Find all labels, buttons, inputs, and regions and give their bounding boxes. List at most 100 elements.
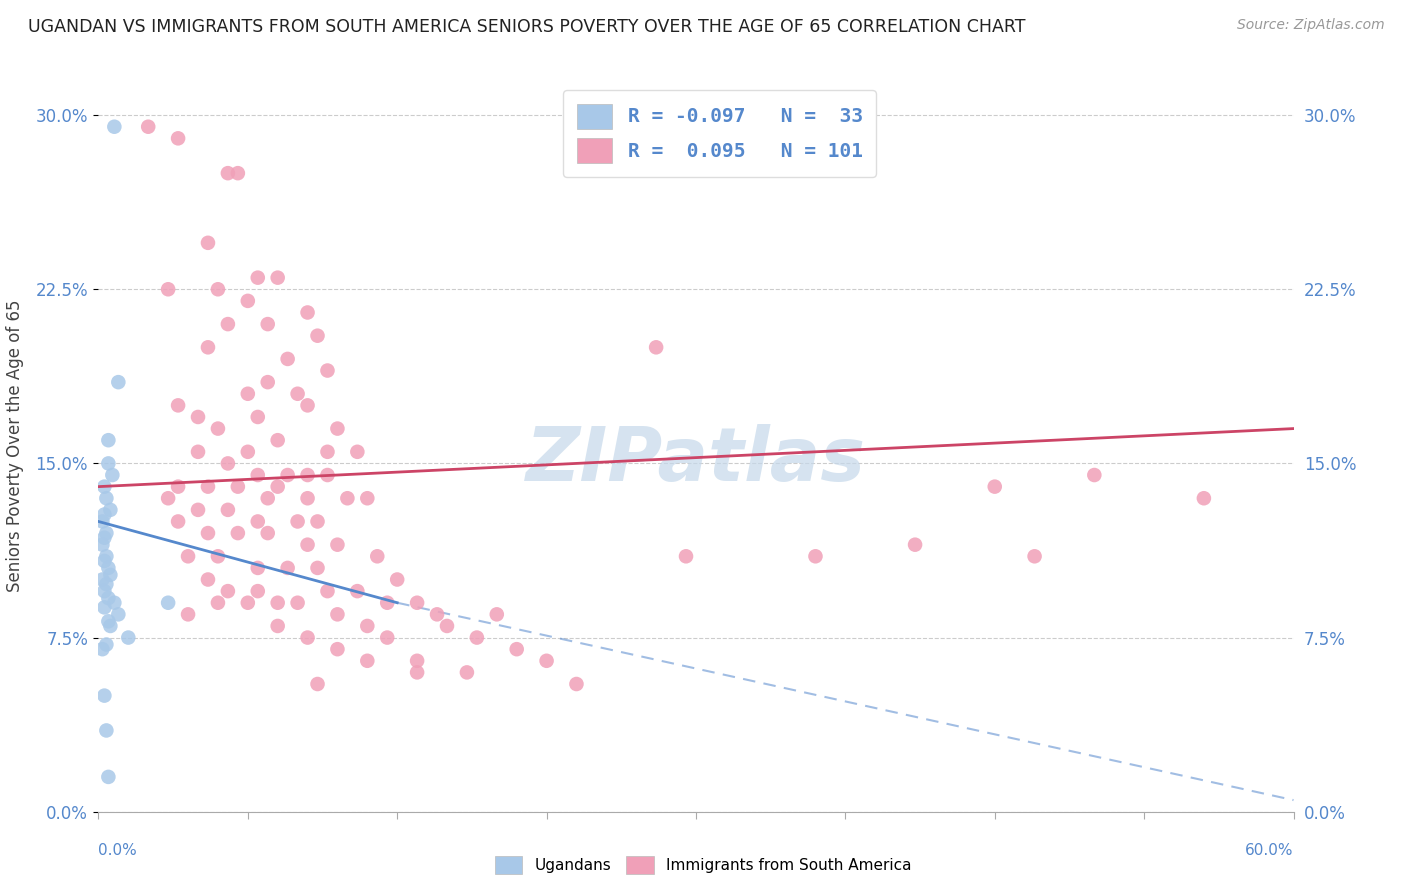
Point xyxy=(93,689,115,703)
Point xyxy=(103,120,125,134)
Point xyxy=(297,491,319,506)
Point xyxy=(804,549,827,564)
Point xyxy=(406,654,429,668)
Point xyxy=(287,386,309,401)
Point xyxy=(565,677,588,691)
Point xyxy=(406,665,429,680)
Point xyxy=(246,515,269,529)
Point xyxy=(107,375,129,389)
Point xyxy=(136,120,159,134)
Point xyxy=(157,282,180,296)
Point xyxy=(217,503,239,517)
Point xyxy=(297,631,319,645)
Point xyxy=(93,480,115,494)
Point xyxy=(157,596,180,610)
Y-axis label: Seniors Poverty Over the Age of 65: Seniors Poverty Over the Age of 65 xyxy=(6,300,24,592)
Point xyxy=(256,491,278,506)
Point xyxy=(98,567,122,582)
Point xyxy=(197,340,219,354)
Point xyxy=(246,409,269,424)
Point xyxy=(256,375,278,389)
Point xyxy=(246,270,269,285)
Point xyxy=(217,457,239,471)
Point xyxy=(485,607,508,622)
Point xyxy=(97,615,120,629)
Point xyxy=(506,642,529,657)
Point xyxy=(356,491,378,506)
Point xyxy=(107,607,129,622)
Point xyxy=(93,584,115,599)
Point xyxy=(96,723,118,738)
Point xyxy=(456,665,478,680)
Point xyxy=(91,573,114,587)
Point xyxy=(984,480,1007,494)
Point xyxy=(97,770,120,784)
Point xyxy=(465,631,488,645)
Point xyxy=(197,573,219,587)
Point xyxy=(904,538,927,552)
Point xyxy=(287,596,309,610)
Point xyxy=(91,538,114,552)
Point xyxy=(267,619,290,633)
Point xyxy=(246,561,269,575)
Point xyxy=(307,328,329,343)
Point xyxy=(316,445,339,459)
Point xyxy=(96,549,118,564)
Point xyxy=(236,293,259,308)
Point xyxy=(93,508,115,522)
Point xyxy=(226,526,249,541)
Point xyxy=(326,607,349,622)
Point xyxy=(97,561,120,575)
Point xyxy=(536,654,558,668)
Point xyxy=(366,549,388,564)
Point xyxy=(277,351,299,366)
Point xyxy=(236,386,259,401)
Point xyxy=(307,677,329,691)
Point xyxy=(346,445,368,459)
Point xyxy=(297,398,319,412)
Point xyxy=(101,468,124,483)
Point xyxy=(307,515,329,529)
Point xyxy=(316,363,339,377)
Point xyxy=(267,270,290,285)
Point xyxy=(645,340,668,354)
Point xyxy=(167,480,190,494)
Point xyxy=(406,596,429,610)
Point xyxy=(326,538,349,552)
Point xyxy=(197,480,219,494)
Point xyxy=(217,584,239,599)
Text: Source: ZipAtlas.com: Source: ZipAtlas.com xyxy=(1237,18,1385,32)
Point xyxy=(375,631,398,645)
Point xyxy=(356,654,378,668)
Point xyxy=(97,591,120,606)
Point xyxy=(675,549,697,564)
Point xyxy=(177,549,200,564)
Point xyxy=(197,526,219,541)
Point xyxy=(207,282,229,296)
Point xyxy=(297,305,319,319)
Point xyxy=(226,166,249,180)
Point xyxy=(256,317,278,331)
Point xyxy=(267,480,290,494)
Point xyxy=(91,642,114,657)
Point xyxy=(385,573,409,587)
Point xyxy=(1083,468,1105,483)
Legend: Ugandans, Immigrants from South America: Ugandans, Immigrants from South America xyxy=(488,850,918,880)
Point xyxy=(98,619,122,633)
Point xyxy=(103,596,125,610)
Point xyxy=(93,554,115,568)
Point xyxy=(246,468,269,483)
Point xyxy=(187,409,209,424)
Point xyxy=(226,480,249,494)
Point xyxy=(187,445,209,459)
Point xyxy=(277,468,299,483)
Legend: R = -0.097   N =  33, R =  0.095   N = 101: R = -0.097 N = 33, R = 0.095 N = 101 xyxy=(564,90,876,177)
Point xyxy=(336,491,359,506)
Text: 60.0%: 60.0% xyxy=(1246,843,1294,858)
Point xyxy=(277,561,299,575)
Point xyxy=(246,584,269,599)
Point xyxy=(297,468,319,483)
Point xyxy=(93,531,115,545)
Point xyxy=(167,515,190,529)
Point xyxy=(217,317,239,331)
